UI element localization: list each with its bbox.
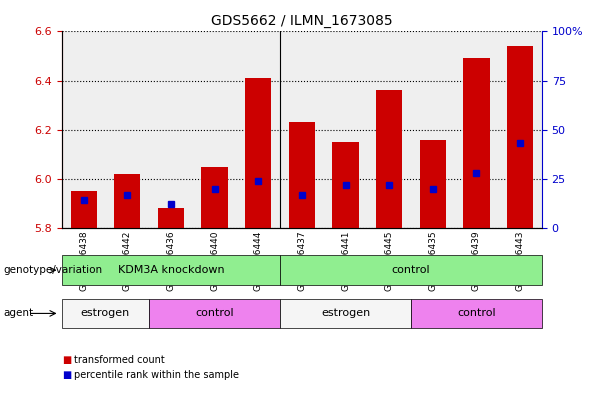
Bar bbox=[507, 46, 533, 228]
Text: agent: agent bbox=[3, 309, 33, 318]
Text: ■: ■ bbox=[62, 370, 71, 380]
Bar bbox=[289, 122, 315, 228]
Text: estrogen: estrogen bbox=[81, 309, 130, 318]
Bar bbox=[158, 208, 184, 228]
Bar bbox=[71, 191, 97, 228]
Text: transformed count: transformed count bbox=[74, 354, 164, 365]
Bar bbox=[105, 31, 149, 228]
Bar bbox=[201, 167, 228, 228]
Bar bbox=[324, 31, 368, 228]
Bar bbox=[149, 31, 193, 228]
Text: control: control bbox=[196, 309, 234, 318]
Bar bbox=[332, 142, 359, 228]
Text: control: control bbox=[457, 309, 496, 318]
Text: genotype/variation: genotype/variation bbox=[3, 265, 102, 275]
Text: estrogen: estrogen bbox=[321, 309, 370, 318]
Bar bbox=[464, 59, 489, 228]
Bar bbox=[114, 174, 140, 228]
Bar bbox=[420, 140, 446, 228]
Text: control: control bbox=[392, 265, 431, 275]
Bar bbox=[455, 31, 498, 228]
Bar bbox=[280, 31, 324, 228]
Bar bbox=[498, 31, 542, 228]
Text: ■: ■ bbox=[62, 354, 71, 365]
Bar bbox=[376, 90, 402, 228]
Text: KDM3A knockdown: KDM3A knockdown bbox=[118, 265, 224, 275]
Bar bbox=[193, 31, 236, 228]
Bar bbox=[411, 31, 455, 228]
Bar bbox=[245, 78, 272, 228]
Bar bbox=[62, 31, 105, 228]
Bar bbox=[236, 31, 280, 228]
Bar bbox=[368, 31, 411, 228]
Text: percentile rank within the sample: percentile rank within the sample bbox=[74, 370, 239, 380]
Title: GDS5662 / ILMN_1673085: GDS5662 / ILMN_1673085 bbox=[211, 14, 393, 28]
